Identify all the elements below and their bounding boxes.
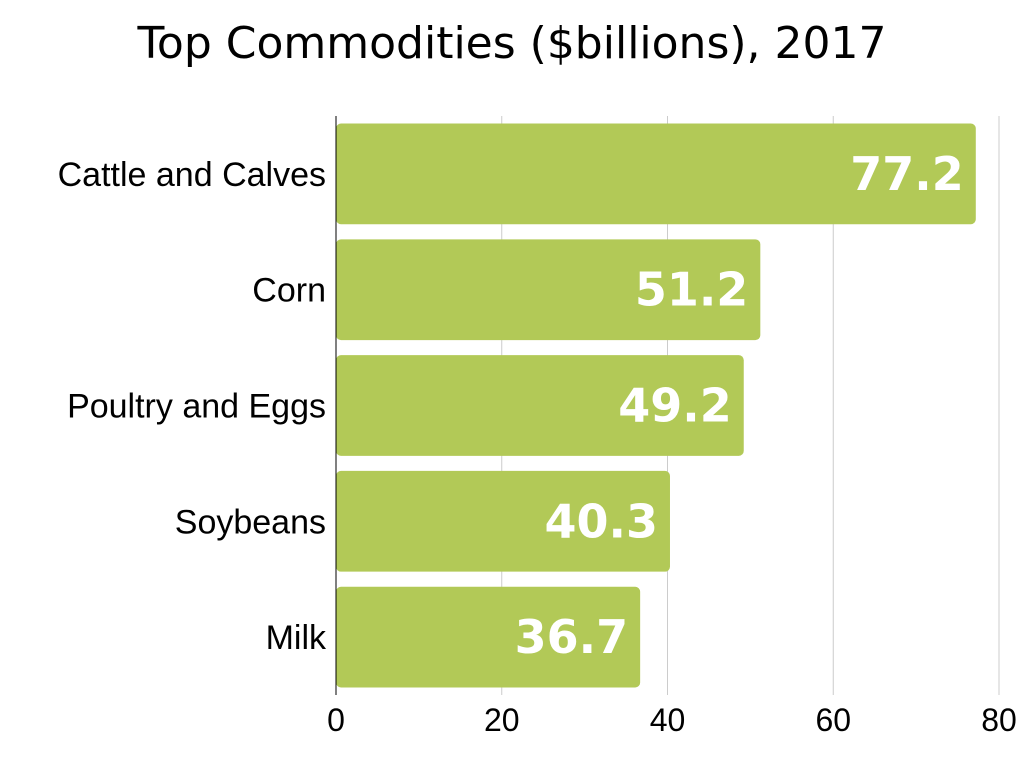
data-label: 36.7 <box>515 610 629 664</box>
bars <box>336 123 976 688</box>
bar-poultry-and-eggs <box>336 355 744 456</box>
data-labels: 77.2 51.2 49.2 40.3 36.7 <box>515 147 964 664</box>
bar-soybeans <box>336 470 670 572</box>
x-tick-label: 80 <box>981 702 1017 738</box>
category-label: Poultry and Eggs <box>67 388 326 426</box>
data-label: 77.2 <box>850 147 964 201</box>
x-tick-label: 20 <box>484 702 520 738</box>
bar-corn <box>336 239 761 341</box>
bar-cattle-and-calves <box>336 123 976 225</box>
data-label: 40.3 <box>544 494 658 548</box>
category-label: Cattle and Calves <box>58 156 326 194</box>
bar-milk <box>336 586 641 688</box>
data-label: 51.2 <box>635 263 749 317</box>
x-tick-labels: 0 20 40 60 80 <box>327 702 1017 738</box>
category-label: Milk <box>266 619 327 657</box>
category-labels: Cattle and Calves Corn Poultry and Eggs Soy… <box>58 156 327 657</box>
data-label: 49.2 <box>618 379 732 433</box>
chart-title: Top Commodities ($billions), 2017 <box>137 18 887 69</box>
x-tick-label: 0 <box>327 702 345 738</box>
x-tick-label: 60 <box>815 702 851 738</box>
category-label: Corn <box>252 272 326 310</box>
category-label: Soybeans <box>175 503 326 541</box>
x-tick-label: 40 <box>650 702 686 738</box>
